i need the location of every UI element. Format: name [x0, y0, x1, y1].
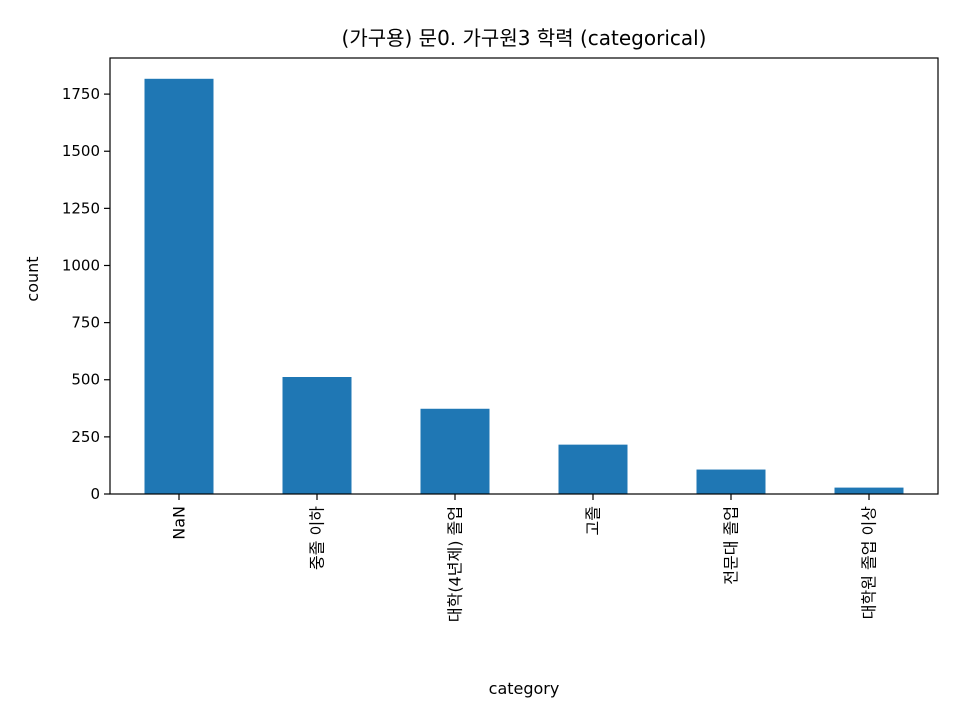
- x-tick-label: 대학(4년제) 졸업: [446, 506, 465, 622]
- y-tick-label: 750: [71, 314, 100, 332]
- x-tick-label: 대학원 졸업 이상: [860, 506, 879, 619]
- y-axis-label: count: [23, 256, 42, 301]
- plot-area-frame: [109, 57, 939, 495]
- bar-4: [696, 469, 766, 494]
- x-tick-label: 고졸: [584, 506, 603, 535]
- y-tick-label: 1750: [62, 85, 100, 103]
- x-tick-label: 전문대 졸업: [722, 506, 741, 585]
- x-axis-label: category: [489, 679, 560, 698]
- bar-1: [282, 377, 352, 494]
- x-tick-label: 중졸 이하: [308, 506, 327, 570]
- bar-2: [420, 408, 490, 494]
- y-tick-label: 1250: [62, 199, 100, 217]
- y-tick-label: 1000: [62, 256, 100, 274]
- y-tick-label: 0: [90, 485, 100, 503]
- y-tick-label: 500: [71, 371, 100, 389]
- bars-group: [144, 78, 904, 494]
- x-axis-ticks: NaN 중졸 이하 대학(4년제) 졸업 고졸 전문대 졸업 대학원 졸업 이상: [170, 494, 879, 622]
- bar-3: [558, 444, 628, 494]
- chart-title: (가구용) 문0. 가구원3 학력 (categorical): [342, 26, 707, 50]
- y-tick-label: 1500: [62, 142, 100, 160]
- x-tick-label: NaN: [170, 506, 189, 540]
- bar-5: [834, 487, 904, 494]
- y-axis-ticks: 0 250 500 750 1000 1250 1500 1750: [62, 85, 110, 503]
- bar-0: [144, 78, 214, 494]
- y-tick-label: 250: [71, 428, 100, 446]
